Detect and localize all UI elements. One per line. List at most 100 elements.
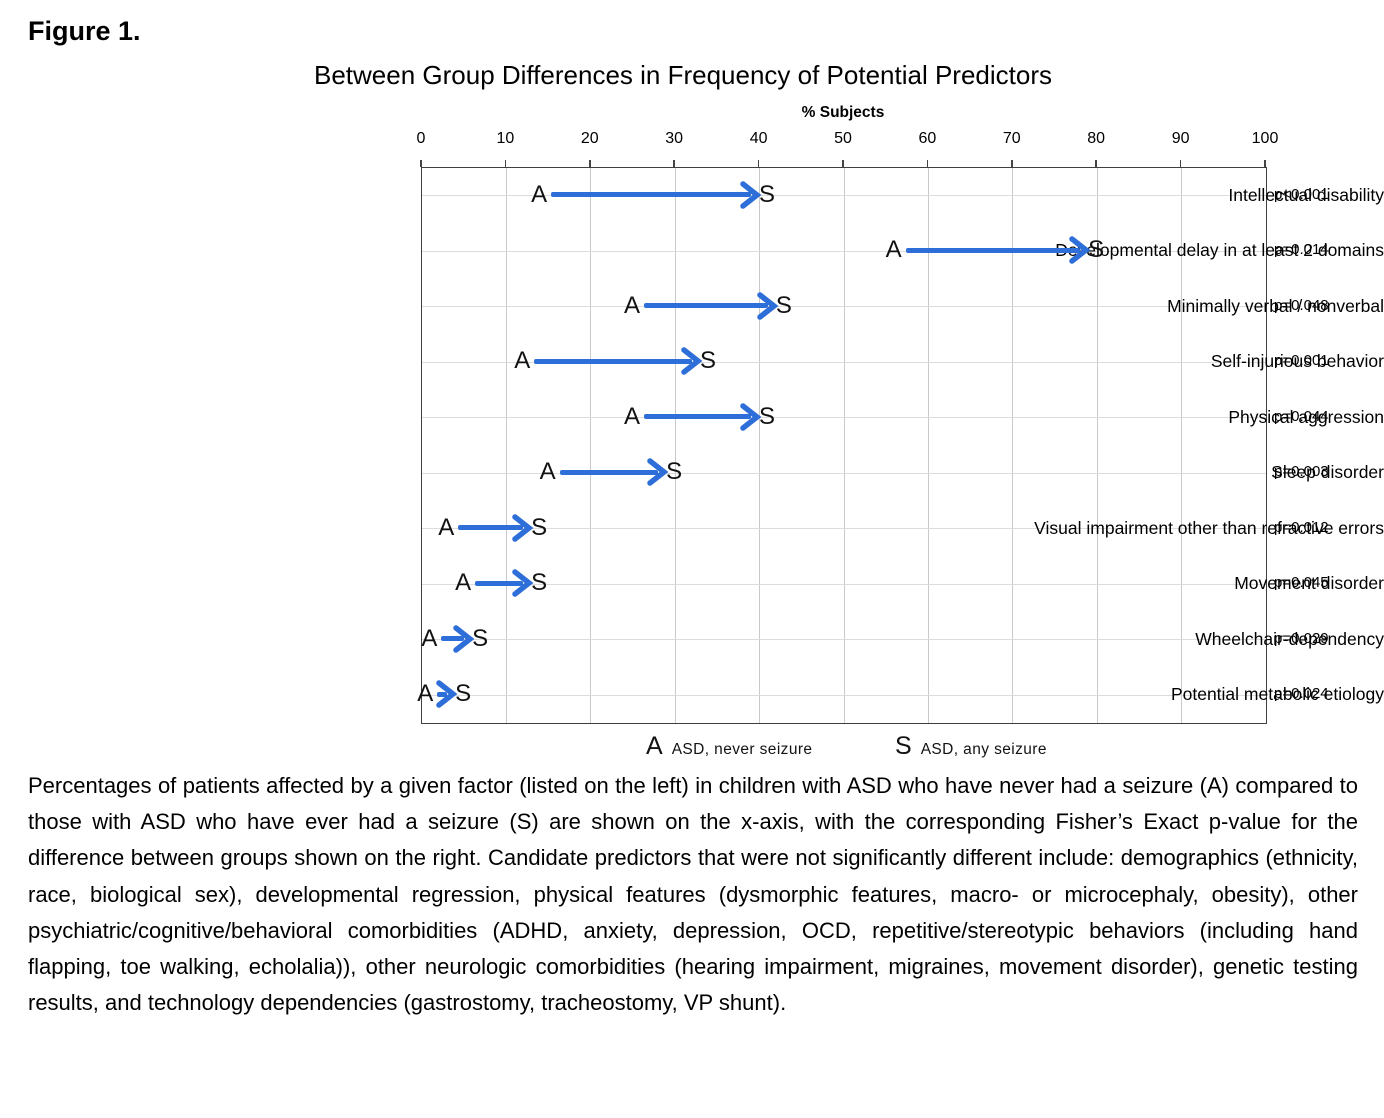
x-tick-mark xyxy=(1179,160,1182,167)
group-s-marker: S xyxy=(531,569,548,597)
category-label: Movement disorder xyxy=(1234,573,1384,594)
group-s-marker: S xyxy=(759,180,776,208)
arrow-shaft xyxy=(441,636,465,642)
category-label: Minimally verbal / nonverbal xyxy=(1167,295,1384,316)
group-s-marker: S xyxy=(531,513,548,541)
arrow-shaft xyxy=(475,580,524,586)
p-value: p=0.048 xyxy=(1274,296,1329,314)
p-value: p=0.044 xyxy=(1274,407,1329,425)
arrow-head-icon xyxy=(681,347,703,375)
horizontal-gridline xyxy=(422,639,1266,641)
vertical-gridline xyxy=(1096,168,1098,723)
arrow-shaft xyxy=(644,303,768,309)
arrow-shaft xyxy=(644,414,752,420)
legend-item-never-seizure: A ASD, never seizure xyxy=(646,733,812,759)
category-label: Intellectual disability xyxy=(1228,184,1384,205)
legend: A ASD, never seizure S ASD, any seizure xyxy=(0,733,1384,763)
p-value: p=0.001 xyxy=(1274,352,1329,370)
x-tick-label: 30 xyxy=(665,130,684,147)
group-a-marker: A xyxy=(455,569,472,597)
x-tick-label: 50 xyxy=(834,130,852,147)
category-label: Sleep disorder xyxy=(1271,462,1384,483)
p-value: p=0.014 xyxy=(1274,241,1329,259)
figure-label: Figure 1. xyxy=(28,16,141,46)
vertical-gridline xyxy=(505,168,507,723)
legend-label-s: ASD, any seizure xyxy=(920,741,1047,758)
x-tick-label: 0 xyxy=(416,130,426,147)
arrow-head-icon xyxy=(1069,236,1091,264)
arrow-head-icon xyxy=(436,680,458,708)
x-tick-mark xyxy=(1011,160,1013,167)
vertical-gridline xyxy=(1012,168,1014,723)
arrow-shaft xyxy=(551,192,752,198)
arrow-shaft xyxy=(905,247,1081,253)
x-axis-title: % Subjects xyxy=(801,104,885,121)
x-tick-mark xyxy=(757,160,760,167)
horizontal-gridline xyxy=(422,306,1266,308)
x-tick-mark xyxy=(1264,160,1266,167)
group-a-marker: A xyxy=(539,458,556,486)
horizontal-gridline xyxy=(422,195,1266,197)
vertical-gridline xyxy=(1181,168,1183,723)
arrow-head-icon xyxy=(512,514,534,542)
x-tick-label: 20 xyxy=(580,130,599,147)
p-value: p=0.003 xyxy=(1274,463,1329,481)
chart-title: Between Group Differences in Frequency o… xyxy=(313,60,1053,90)
arrow-shaft xyxy=(534,358,692,364)
vertical-gridline xyxy=(759,168,761,723)
x-tick-mark xyxy=(842,160,844,167)
horizontal-gridline xyxy=(422,417,1266,419)
category-label: Visual impairment other than refractive … xyxy=(1034,517,1384,538)
arrow-head-icon xyxy=(740,181,762,209)
p-value: p=0.012 xyxy=(1274,518,1329,536)
arrow-head-icon xyxy=(757,292,779,320)
arrow-shaft xyxy=(437,691,448,697)
category-label: Developmental delay in at least 2 domain… xyxy=(1055,240,1384,261)
arrow-shaft xyxy=(458,525,524,531)
group-s-marker: S xyxy=(699,347,716,375)
horizontal-gridline xyxy=(422,583,1266,585)
group-s-marker: S xyxy=(666,458,683,486)
x-tick-mark xyxy=(420,160,422,167)
group-a-marker: A xyxy=(514,347,531,375)
x-tick-label: 60 xyxy=(918,130,937,147)
category-label: Physical aggression xyxy=(1228,406,1384,427)
vertical-gridline xyxy=(927,168,929,723)
x-tick-mark xyxy=(1095,160,1097,167)
p-value: p=0.029 xyxy=(1274,629,1329,647)
group-s-marker: S xyxy=(759,402,776,430)
legend-item-any-seizure: S ASD, any seizure xyxy=(895,733,1047,759)
group-a-marker: A xyxy=(623,402,641,430)
p-value: p=0.024 xyxy=(1274,685,1329,703)
x-tick-label: 10 xyxy=(496,130,515,147)
arrow-shaft xyxy=(559,469,659,475)
p-value: p=0.045 xyxy=(1274,574,1329,592)
horizontal-gridline xyxy=(422,250,1266,252)
legend-symbol-a: A xyxy=(646,732,663,760)
group-s-marker: S xyxy=(455,680,472,708)
horizontal-gridline xyxy=(422,694,1266,696)
p-value: p<0.001 xyxy=(1274,185,1329,203)
figure-caption: Percentages of patients affected by a gi… xyxy=(28,773,1358,1016)
x-tick-mark xyxy=(589,160,591,167)
x-tick-label: 40 xyxy=(749,130,768,147)
plot-area xyxy=(421,167,1267,724)
horizontal-gridline xyxy=(422,472,1266,474)
group-s-marker: S xyxy=(775,291,792,319)
horizontal-gridline xyxy=(422,528,1266,530)
group-a-marker: A xyxy=(531,180,548,208)
x-tick-mark xyxy=(504,160,507,167)
category-label: Self-injurious behavior xyxy=(1210,351,1384,372)
group-s-marker: S xyxy=(472,624,489,652)
category-label: Potential metabolic etiology xyxy=(1170,684,1384,705)
group-a-marker: A xyxy=(438,513,455,541)
arrow-head-icon xyxy=(453,625,475,653)
vertical-gridline xyxy=(590,168,592,723)
legend-label-a: ASD, never seizure xyxy=(671,741,813,758)
vertical-gridline xyxy=(674,168,676,723)
arrow-head-icon xyxy=(647,458,669,486)
legend-symbol-s: S xyxy=(895,732,912,760)
group-a-marker: A xyxy=(421,624,438,652)
x-tick-mark xyxy=(673,160,675,167)
